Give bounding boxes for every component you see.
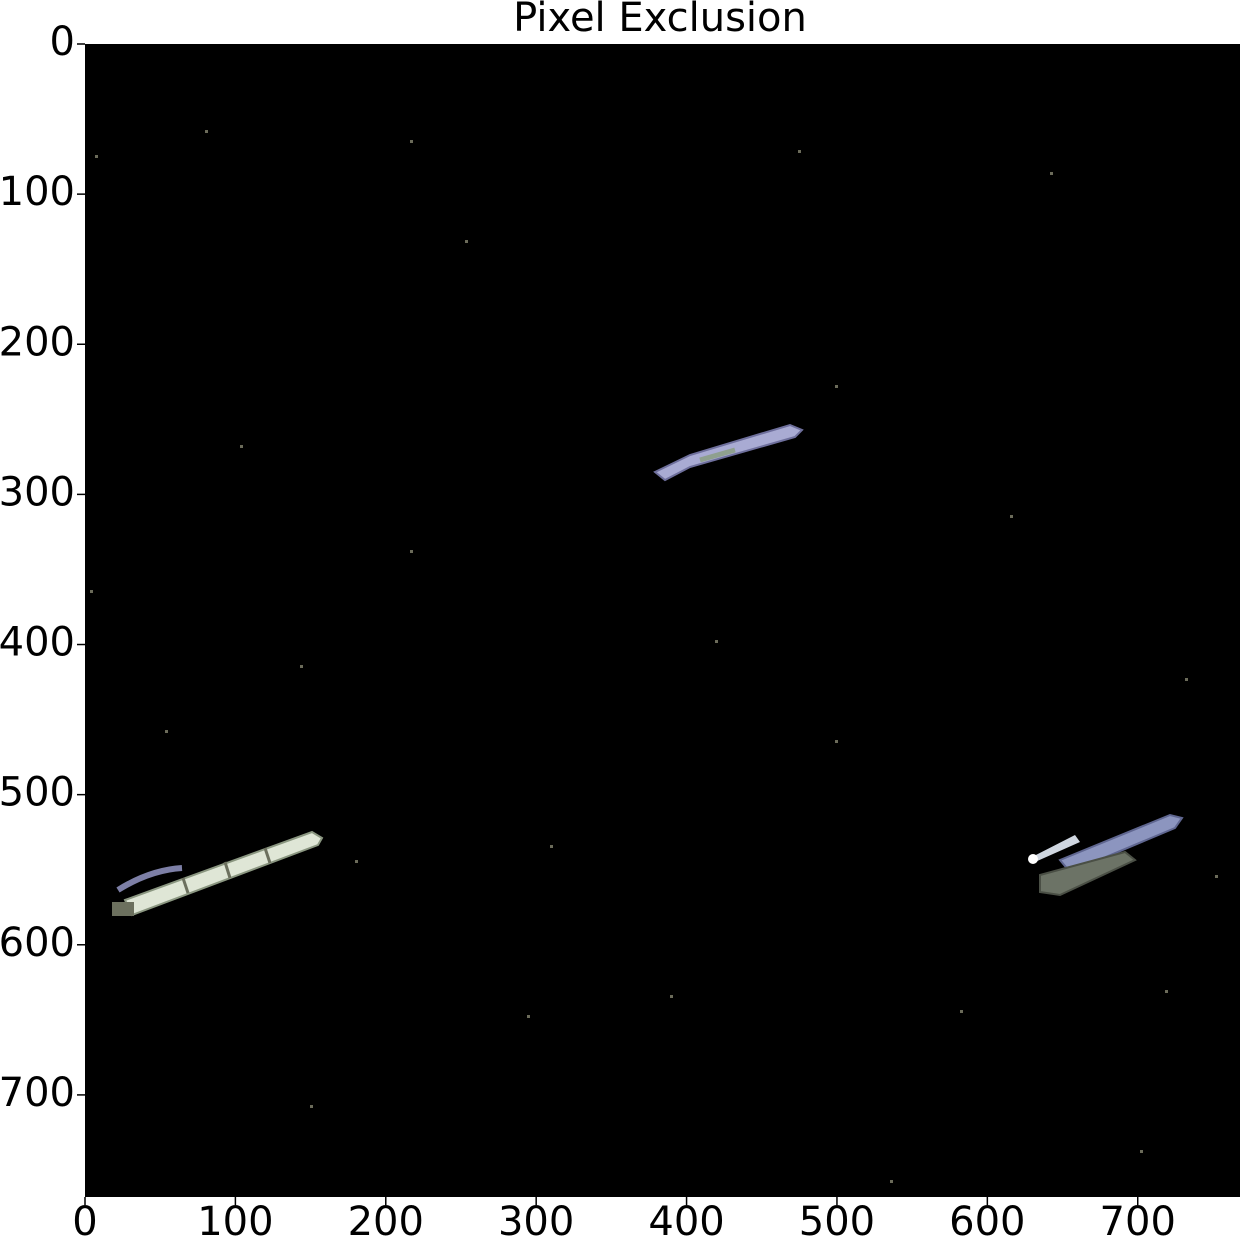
ship	[653, 423, 804, 482]
x-tick-label: 500	[799, 1199, 875, 1245]
image-content	[90, 130, 1218, 1183]
ship	[112, 830, 324, 917]
y-tick-label: 200	[0, 319, 75, 365]
y-tick-label: 100	[0, 169, 75, 215]
x-tick-label: 700	[1100, 1199, 1176, 1245]
y-tick-label: 700	[0, 1070, 75, 1116]
y-tick-label: 0	[50, 19, 75, 65]
x-tick-label: 200	[348, 1199, 424, 1245]
y-tick-label: 600	[0, 920, 75, 966]
x-tick-label: 100	[197, 1199, 273, 1245]
y-tick-label: 500	[0, 770, 75, 816]
x-tick-label: 400	[648, 1199, 724, 1245]
x-tick-label: 0	[72, 1199, 97, 1245]
y-tick-label: 300	[0, 469, 75, 515]
x-tick-label: 300	[498, 1199, 574, 1245]
image-area	[85, 44, 1240, 1197]
y-tick-label: 400	[0, 620, 75, 666]
ship	[1028, 813, 1184, 897]
speckles	[90, 130, 1218, 1183]
x-tick-label: 600	[949, 1199, 1025, 1245]
chart-title: Pixel Exclusion	[513, 0, 807, 41]
